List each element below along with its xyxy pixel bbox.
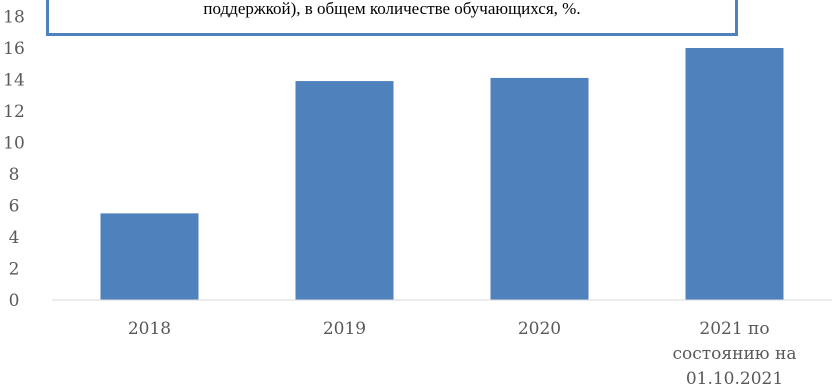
y-tick-label: 4 [9, 228, 20, 248]
y-tick-label: 6 [9, 197, 20, 217]
bar [100, 213, 199, 300]
y-tick-label: 16 [3, 39, 25, 59]
x-category-label: 2019 [323, 319, 366, 339]
x-category-label: 2020 [518, 319, 561, 339]
y-tick-label: 10 [3, 134, 25, 154]
x-category-label: 2021 по состоянию на 01.10.2021 [673, 319, 797, 389]
y-tick-label: 18 [3, 8, 25, 28]
x-category-label-line: 2018 [128, 319, 171, 339]
x-category-label-line: состоянию на [673, 344, 797, 364]
chart-title-box: поддержкой), в общем количестве обучающи… [46, 0, 738, 36]
x-category-label-line: 01.10.2021 [686, 369, 783, 389]
y-tick-label: 12 [3, 102, 25, 122]
chart-title: поддержкой), в общем количестве обучающи… [203, 0, 581, 18]
y-tick-label: 2 [9, 260, 20, 280]
bar [490, 77, 589, 300]
x-category-label: 2018 [128, 319, 171, 339]
y-tick-label: 14 [3, 71, 25, 91]
y-tick-label: 8 [9, 165, 20, 185]
bar [685, 48, 784, 300]
x-category-label-line: 2021 по [699, 319, 769, 339]
y-tick-label: 0 [9, 291, 20, 311]
x-category-label-line: 2019 [323, 319, 366, 339]
x-category-label-line: 2020 [518, 319, 561, 339]
bar [295, 81, 394, 300]
